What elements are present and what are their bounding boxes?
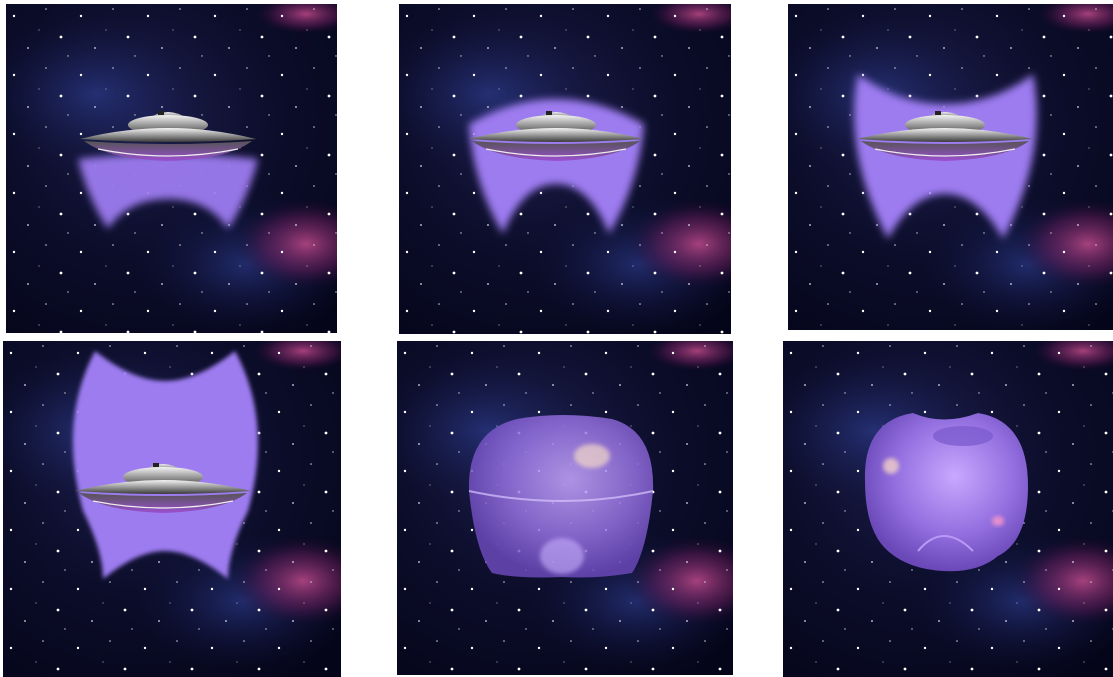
panel: [6, 4, 337, 333]
panel-frame: [3, 341, 341, 677]
panel: [783, 341, 1113, 677]
panel: [3, 341, 341, 677]
panel: [399, 4, 731, 334]
panel-frame: [399, 4, 731, 334]
panel-frame: [783, 341, 1113, 677]
panel-frame: [788, 4, 1113, 330]
panel: [397, 341, 733, 675]
panel: [788, 4, 1113, 330]
panel-frame: [397, 341, 733, 675]
panel-frame: [6, 4, 337, 333]
